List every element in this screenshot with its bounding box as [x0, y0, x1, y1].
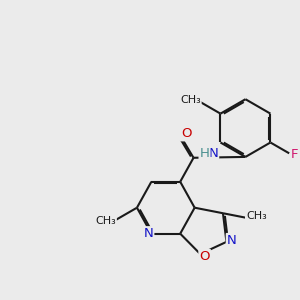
Text: H: H — [200, 147, 209, 161]
Text: O: O — [181, 128, 191, 140]
Text: N: N — [144, 227, 153, 240]
Text: N: N — [227, 234, 236, 247]
Text: N: N — [208, 147, 218, 161]
Text: CH₃: CH₃ — [246, 212, 267, 221]
Text: CH₃: CH₃ — [95, 216, 116, 226]
Text: O: O — [200, 250, 210, 263]
Text: CH₃: CH₃ — [180, 95, 201, 105]
Text: F: F — [291, 148, 299, 161]
